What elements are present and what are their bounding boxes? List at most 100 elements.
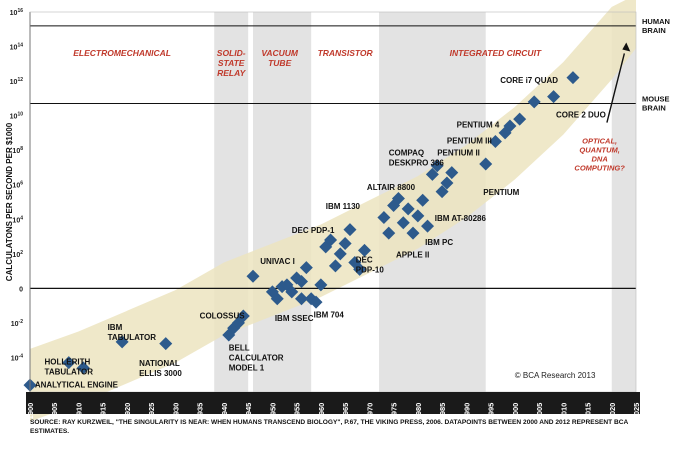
point-label-line: CALCULATOR [229,354,284,363]
y-tick-exponent: 8 [20,146,23,152]
source-note: SOURCE: RAY KURZWEIL, "THE SINGULARITY I… [30,419,629,435]
y-tick-label: 102 [12,250,23,259]
data-points [23,71,580,392]
point-label-line: DESKPRO 386 [389,158,445,167]
y-tick-base: 10 [11,355,19,362]
point-label-line: COMPAQ [389,148,424,157]
x-tick-label: 2015 [584,403,593,420]
x-tick-label: 1985 [438,403,447,420]
point-label-line: IBM [108,323,123,332]
shaded-region [611,12,636,392]
data-point [353,262,367,276]
data-point [338,236,352,250]
data-point [566,71,580,85]
x-tick-label: 1920 [123,403,132,420]
data-point [488,135,502,149]
point-label: CORE i7 QUAD [500,76,558,85]
point-label-line: TABULATOR [45,367,94,376]
point-label-line: ALTAIR 8800 [367,183,416,192]
era-label-line: VACUUM [261,48,299,58]
x-tick-label: 1970 [365,403,374,420]
x-tick-label: 2005 [535,403,544,420]
point-label: PENTIUM II [437,148,480,157]
data-point [328,259,342,273]
point-label: APPLE II [396,250,429,259]
data-point [377,211,391,225]
data-point [246,269,260,283]
y-tick-label: 1010 [10,112,24,121]
y-axis-title: CALCULATONS PER SECOND PER $1000 [5,122,14,281]
point-label: ALTAIR 8800 [367,183,416,192]
era-label: ELECTROMECHANICAL [73,48,171,58]
x-tick-label: 1925 [147,403,156,420]
y-tick-base: 10 [11,321,19,328]
era-label-line: INTEGRATED CIRCUIT [450,48,542,58]
data-point [270,292,284,306]
era-label: TRANSISTOR [318,48,374,58]
data-point [547,90,561,104]
data-point [445,166,459,180]
data-point [382,226,396,240]
point-label-line: ANALYTICAL ENGINE [35,381,119,390]
data-point [503,119,517,133]
x-tick-label: 2000 [511,403,520,420]
data-point [285,285,299,299]
data-point [440,176,454,190]
reference-line-label: MOUSE BRAIN [642,95,670,113]
point-label-line: CORE 2 DUO [556,110,606,119]
era-label-line: STATE [218,58,245,68]
data-point [421,219,435,233]
point-label-line: DEC PDP-1 [292,226,335,235]
data-point [527,95,541,109]
data-point [299,261,313,275]
y-tick-base: 10 [10,45,18,52]
x-tick-label: 1910 [74,403,83,420]
point-label-line: PENTIUM III [447,136,492,145]
y-tick-exponent: 6 [20,181,23,187]
y-tick-base: 10 [10,114,18,121]
data-point [406,226,420,240]
point-label-line: APPLE II [396,250,429,259]
point-label: COLOSSUS [200,312,246,321]
y-tick-base: 10 [10,10,18,17]
x-tick-label: 1935 [196,403,205,420]
point-label: COMPAQ DESKPRO 386 [389,148,445,167]
future-computing-line: COMPUTING? [574,163,625,172]
data-point [236,309,250,323]
data-point [435,185,449,199]
y-tick-label: 0 [19,286,23,293]
point-label-line: ELLIS 3000 [139,369,182,378]
axes: 1016101410121010108106104102010-210-4CAL… [5,8,641,419]
y-tick-exponent: 14 [17,43,23,49]
x-tick-label: 1930 [171,403,180,420]
x-tick-label: 1940 [220,403,229,420]
x-tick-label: 1980 [414,403,423,420]
x-tick-label: 1990 [462,403,471,420]
x-axis-bar [26,392,640,414]
y-tick-label: 1016 [10,8,24,17]
point-label-line: PENTIUM II [437,148,480,157]
point-label: IBM 704 [314,311,345,320]
data-point [324,233,338,247]
x-tick-label: 2020 [608,403,617,420]
y-tick-base: 10 [12,148,20,155]
y-tick-exponent: 16 [17,8,23,14]
point-label-line: TABULATOR [108,333,157,342]
y-tick-label: 10-4 [11,353,23,362]
y-tick-exponent: -4 [19,353,24,359]
data-point [513,112,527,126]
point-label: IBM SSEC [275,314,314,323]
x-tick-label: 1955 [293,403,302,420]
point-label: HOLLERITH TABULATOR [45,357,94,376]
x-tick-label: 1905 [50,403,59,420]
y-tick-exponent: 10 [17,112,23,118]
data-point [416,193,430,207]
y-tick-label: 108 [12,146,23,155]
x-tick-label: 2025 [632,403,641,420]
y-tick-exponent: 4 [20,215,23,221]
data-point [62,356,76,370]
point-label-line: IBM SSEC [275,314,314,323]
y-tick-exponent: -2 [19,319,24,325]
data-point [358,243,372,257]
era-label-line: SOLID- [217,48,246,58]
